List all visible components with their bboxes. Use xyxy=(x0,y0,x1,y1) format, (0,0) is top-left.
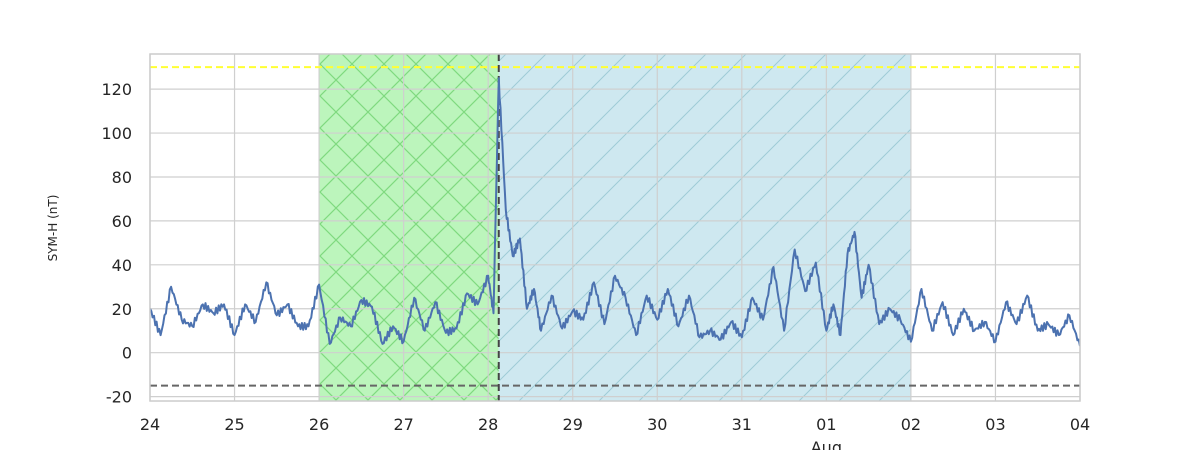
x-tick-label: 01 xyxy=(816,415,836,434)
month-label: Aug xyxy=(811,438,842,450)
x-tick-label: 24 xyxy=(140,415,160,434)
y-tick-label: 0 xyxy=(122,344,132,363)
plot-frame xyxy=(149,53,1081,402)
x-tick-label: 26 xyxy=(309,415,329,434)
region-hatch-1 xyxy=(319,54,499,401)
x-tick-label: 25 xyxy=(224,415,244,434)
x-tick-label: 30 xyxy=(647,415,667,434)
y-axis-label: SYM-H (nT) xyxy=(46,195,60,262)
y-tick-label: -20 xyxy=(106,388,132,407)
series-layer xyxy=(150,77,1080,347)
y-tick-label: 120 xyxy=(101,80,132,99)
x-tick-label: 03 xyxy=(985,415,1005,434)
x-tick-label: 31 xyxy=(732,415,752,434)
y-tick-label: 80 xyxy=(112,168,132,187)
x-tick-label: 28 xyxy=(478,415,498,434)
series-line-1 xyxy=(150,77,1080,347)
x-tick-label: 04 xyxy=(1070,415,1090,434)
region-hatch-2 xyxy=(498,54,911,401)
grid-lines xyxy=(149,54,1081,401)
y-tick-label: 60 xyxy=(112,212,132,231)
shaded-regions xyxy=(319,54,911,401)
y-tick-label: 20 xyxy=(112,300,132,319)
x-tick-label: 27 xyxy=(393,415,413,434)
y-tick-label: 100 xyxy=(101,124,132,143)
x-tick-label: 29 xyxy=(563,415,583,434)
y-tick-label: 40 xyxy=(112,256,132,275)
x-tick-label: 02 xyxy=(901,415,921,434)
